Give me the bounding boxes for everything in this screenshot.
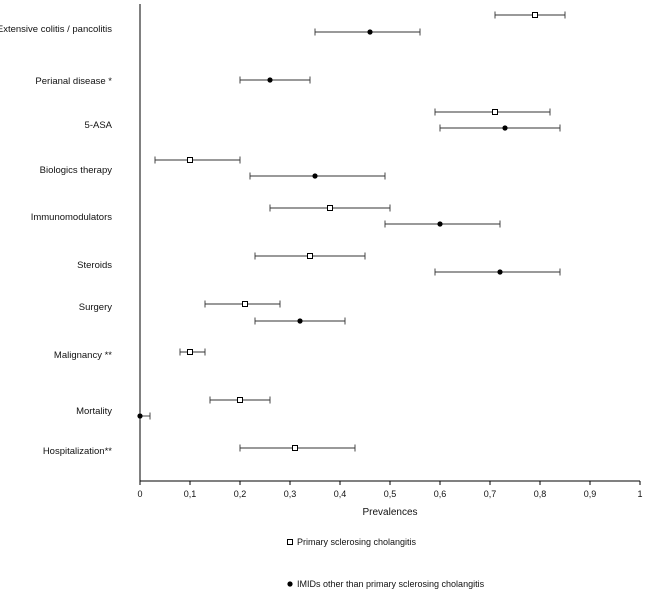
legend-marker-open-square: [287, 539, 293, 545]
x-tick-label: 0,5: [384, 489, 397, 499]
point-marker-filled-circle: [502, 125, 508, 131]
point-marker-open-square: [187, 157, 193, 163]
category-label: Hospitalization**: [43, 446, 112, 457]
point-marker-filled-circle: [297, 318, 303, 324]
point-marker-open-square: [327, 205, 333, 211]
category-label: Immunomodulators: [31, 212, 113, 223]
data-marks: [137, 11, 566, 452]
point-marker-open-square: [532, 12, 538, 18]
point-marker-open-square: [237, 397, 243, 403]
category-labels: Extensive colitis / pancolitis Perianal d…: [0, 24, 113, 457]
x-tick-label: 0,6: [434, 489, 447, 499]
legend-entry-label: IMIDs other than primary sclerosing chol…: [297, 579, 485, 589]
category-label: Surgery: [79, 302, 113, 313]
x-tick-label: 0,3: [284, 489, 297, 499]
point-marker-filled-circle: [312, 173, 318, 179]
x-tick-label: 0,2: [234, 489, 247, 499]
point-marker-open-square: [307, 253, 313, 259]
point-marker-open-square: [292, 445, 298, 451]
legend-entry-label: Primary sclerosing cholangitis: [297, 537, 417, 547]
point-marker-open-square: [187, 349, 193, 355]
legend: Primary sclerosing cholangitis IMIDs othe…: [287, 537, 485, 589]
point-marker-filled-circle: [267, 77, 273, 83]
point-marker-filled-circle: [367, 29, 373, 35]
category-label: Extensive colitis / pancolitis: [0, 24, 112, 35]
x-tick-label: 0,9: [584, 489, 597, 499]
point-marker-open-square: [242, 301, 248, 307]
category-label: Malignancy **: [54, 350, 112, 361]
category-label: Biologics therapy: [40, 165, 113, 176]
x-tick-label: 0,8: [534, 489, 547, 499]
x-tick-label: 0,4: [334, 489, 347, 499]
x-tick-label: 1: [637, 489, 642, 499]
point-marker-filled-circle: [437, 221, 443, 227]
point-marker-filled-circle: [497, 269, 503, 275]
x-axis-label: Prevalences: [362, 507, 417, 518]
point-marker-filled-circle: [137, 413, 143, 419]
x-tick-label: 0,7: [484, 489, 497, 499]
axes: 0 0,1 0,2 0,3 0,4 0,5 0,6 0,7 0,8 0,9 1: [137, 4, 643, 499]
category-label: Steroids: [77, 260, 112, 271]
legend-marker-filled-circle: [287, 581, 293, 587]
category-label: Perianal disease *: [35, 76, 112, 87]
category-label: 5-ASA: [85, 120, 113, 131]
x-tick-label: 0: [137, 489, 142, 499]
point-marker-open-square: [492, 109, 498, 115]
x-tick-label: 0,1: [184, 489, 197, 499]
category-label: Mortality: [76, 406, 112, 417]
